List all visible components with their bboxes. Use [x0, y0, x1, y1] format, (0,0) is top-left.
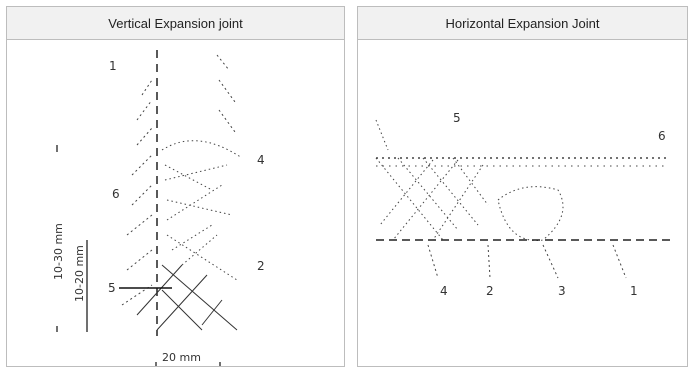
- label-5: 5: [453, 111, 461, 125]
- label-6: 6: [112, 187, 120, 201]
- label-1: 1: [630, 284, 638, 298]
- leader-lines: [427, 244, 627, 279]
- dimension-total-label: 10-30 mm: [52, 223, 65, 280]
- left-hatch-lines: [121, 79, 153, 306]
- horizontal-joint-panel: Horizontal Expansion Joint 5 6 4 2: [357, 6, 688, 367]
- label-2: 2: [257, 259, 265, 273]
- sealant-hatch: [161, 140, 243, 281]
- label-3: 3: [558, 284, 566, 298]
- vertical-joint-diagram: 1 4 6 2 5 10-30 mm 10-20 mm 20 mm: [52, 50, 265, 366]
- label-5: 5: [108, 281, 116, 295]
- right-hatch-lines: [216, 54, 236, 133]
- label-4: 4: [440, 284, 448, 298]
- label-4: 4: [257, 153, 265, 167]
- panel-title: Vertical Expansion joint: [7, 7, 344, 40]
- label-6: 6: [658, 129, 666, 143]
- backing-rod-hatch: [136, 264, 238, 331]
- label-1: 1: [109, 59, 117, 73]
- sealant-hatch: [375, 119, 564, 241]
- dimension-depth-label: 10-20 mm: [73, 245, 86, 302]
- horizontal-joint-diagram: 5 6 4 2 3 1: [375, 111, 670, 298]
- label-2: 2: [486, 284, 494, 298]
- panel-title: Horizontal Expansion Joint: [358, 7, 687, 40]
- vertical-joint-panel: Vertical Expansion joint: [6, 6, 345, 367]
- dimension-width-label: 20 mm: [162, 351, 201, 364]
